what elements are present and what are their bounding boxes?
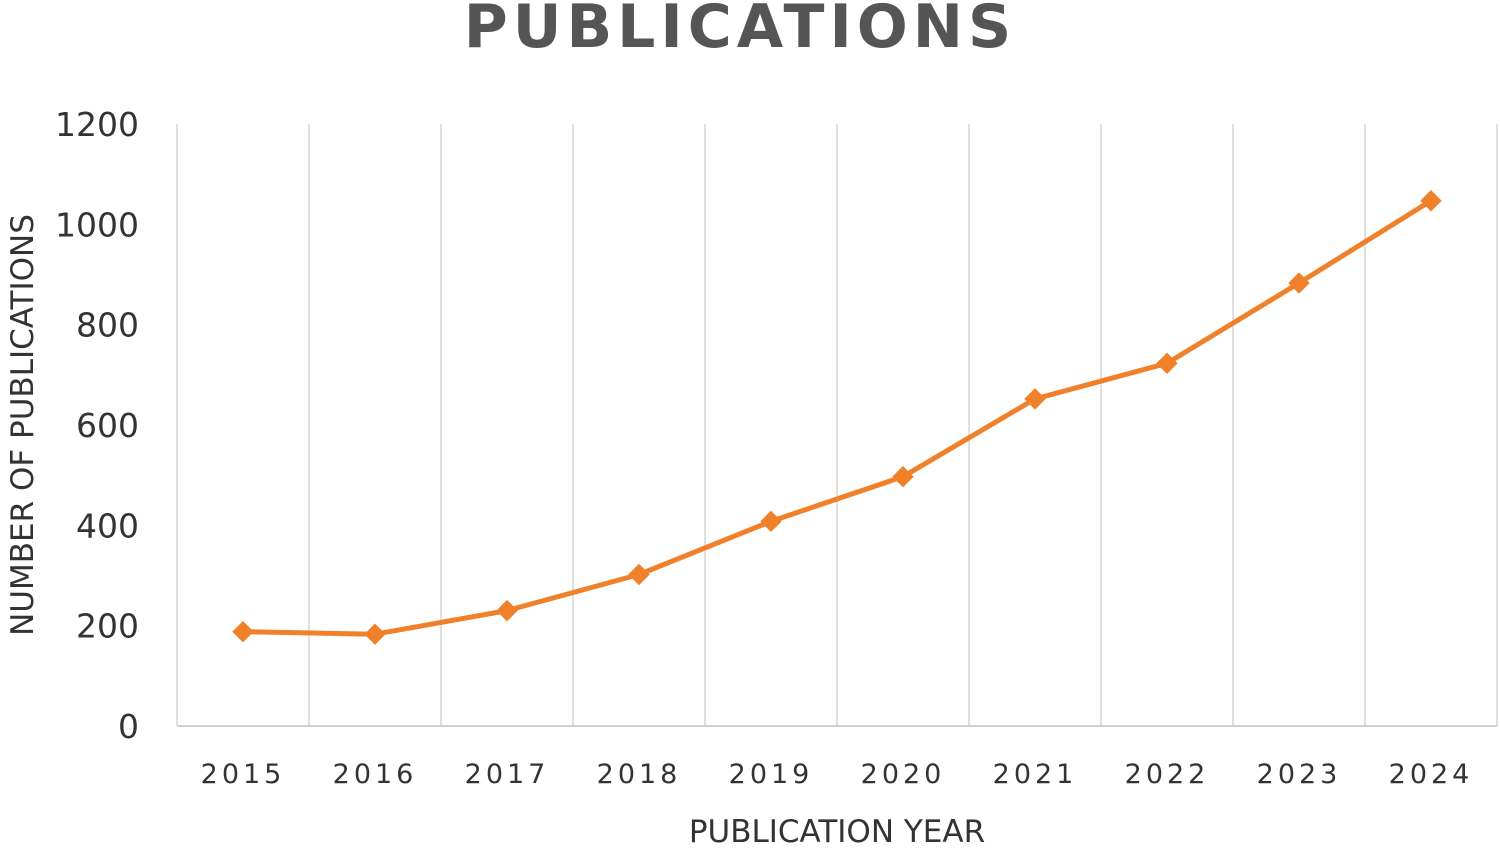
y-tick-label: 1000 [55,205,139,244]
chart-title: PUBLICATIONS [464,0,1016,62]
data-point-marker [364,623,386,645]
x-tick-label: 2019 [729,759,814,790]
x-axis-label: PUBLICATION YEAR [689,814,985,850]
data-series [232,190,1442,645]
data-point-marker [1156,352,1178,375]
data-point-marker [232,620,254,643]
data-point-marker [760,510,782,533]
x-tick-label: 2020 [861,759,946,790]
x-tick-label: 2023 [1257,759,1342,790]
data-point-marker [496,599,518,622]
y-tick-label: 0 [118,707,139,746]
y-axis-label: NUMBER OF PUBLICATIONS [5,214,41,636]
x-tick-label: 2022 [1125,759,1210,790]
grid-lines [176,124,1498,726]
x-tick-label: 2018 [597,759,682,790]
x-tick-label: 2024 [1389,759,1474,790]
y-tick-label: 600 [76,406,139,445]
data-point-marker [1288,272,1310,294]
y-tick-labels: 0 200 400 600 800 1000 1200 [55,105,139,746]
x-tick-label: 2017 [465,759,550,790]
y-tick-label: 200 [76,607,139,646]
x-tick-label: 2016 [333,759,418,790]
data-point-marker [892,465,914,488]
data-point-marker [1024,388,1046,410]
y-tick-label: 400 [76,506,139,545]
x-tick-label: 2015 [201,759,286,790]
x-tick-label: 2021 [993,759,1078,790]
data-point-marker [628,563,650,586]
series-line [240,198,1434,637]
data-point-marker [1420,190,1442,212]
y-tick-label: 800 [76,306,139,345]
x-tick-labels: 2015 2016 2017 2018 2019 2020 2021 2022 2023 2024 [201,759,1474,790]
y-tick-label: 1200 [55,105,139,144]
